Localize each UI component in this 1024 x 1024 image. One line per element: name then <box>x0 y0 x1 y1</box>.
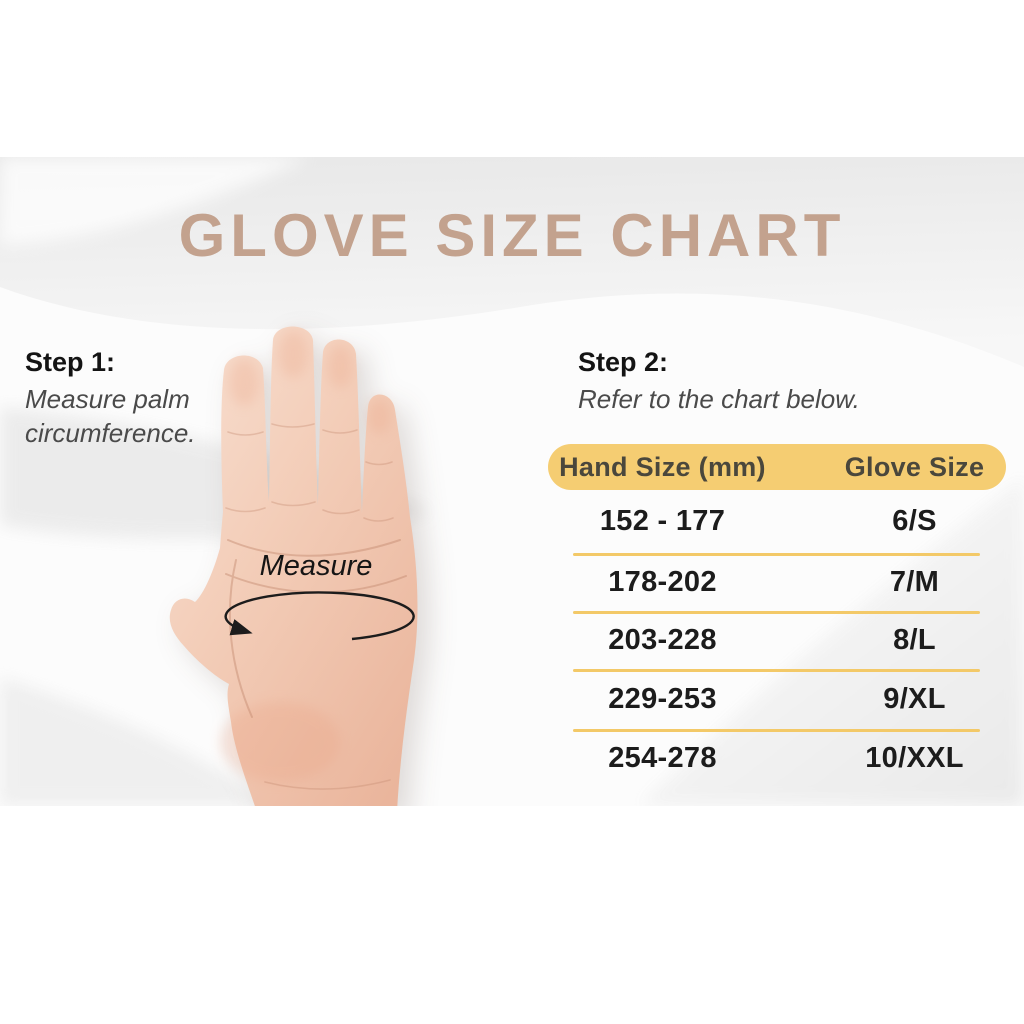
hand-size-value: 229-253 <box>608 682 717 715</box>
step-2-block: Step 2: Refer to the chart below. <box>578 347 860 417</box>
row-divider <box>573 669 980 672</box>
hand-size-value: 254-278 <box>608 741 717 774</box>
size-chart-rows: 152 - 177 6/S 178-202 7/M 203-228 8/L 22… <box>548 490 1006 787</box>
table-row: 254-278 10/XXL <box>548 729 1006 787</box>
row-divider <box>573 553 980 556</box>
row-divider <box>573 729 980 732</box>
glove-size-value: 6/S <box>892 505 937 537</box>
glove-size-value: 8/L <box>893 623 936 656</box>
row-divider <box>573 611 980 614</box>
glove-size-value: 10/XXL <box>865 741 964 774</box>
column-header-hand-size: Hand Size (mm) <box>559 451 766 482</box>
glove-size-value: 9/XL <box>883 682 946 715</box>
table-row: 203-228 8/L <box>548 611 1006 669</box>
step-2-description: Refer to the chart below. <box>578 384 860 414</box>
size-chart-header: Hand Size (mm) Glove Size <box>548 444 1006 490</box>
hand-size-value: 203-228 <box>608 623 717 656</box>
bg-highlight-top-left <box>0 157 310 245</box>
step-1-description: Measure palm circumference. <box>25 384 196 448</box>
glove-size-value: 7/M <box>889 565 940 598</box>
table-row: 178-202 7/M <box>548 553 1006 611</box>
bg-wave-top <box>0 157 1024 367</box>
finger-creases <box>225 423 394 790</box>
hand-size-value: 178-202 <box>608 565 717 598</box>
bg-wave-bottom-left <box>0 677 270 806</box>
table-row: 229-253 9/XL <box>548 669 1006 729</box>
measure-label: Measure <box>260 550 373 582</box>
measure-ellipse-arrow <box>224 591 415 641</box>
step-1-block: Step 1: Measure palm circumference. <box>25 347 210 451</box>
step-2-label: Step 2: <box>578 347 669 377</box>
hand-palm-shape <box>169 326 418 806</box>
table-row: 152 - 177 6/S <box>548 490 1006 553</box>
poster-area: GLOVE SIZE CHART Step 1: Measure palm ci… <box>0 157 1024 806</box>
hand-size-value: 152 - 177 <box>599 505 726 537</box>
fingertip-blush <box>220 330 391 782</box>
page-title: GLOVE SIZE CHART <box>178 202 846 269</box>
step-1-label: Step 1: <box>25 347 116 377</box>
column-header-glove-size: Glove Size <box>844 451 985 482</box>
hand-illustration: Measure <box>160 312 440 806</box>
bg-wave-bottom-right <box>640 477 1024 806</box>
